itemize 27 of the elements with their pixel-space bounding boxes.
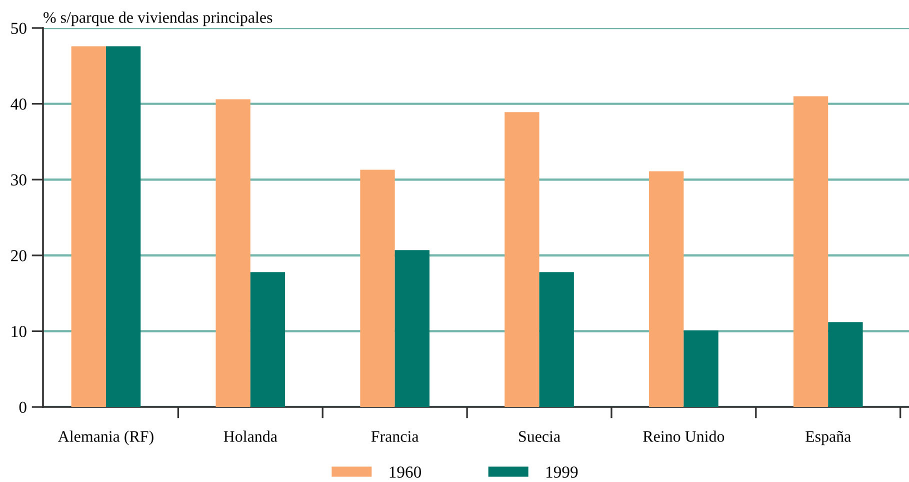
legend-label: 1999 xyxy=(546,466,578,478)
bar xyxy=(684,330,718,407)
y-tick-label: 10 xyxy=(12,326,26,338)
bar xyxy=(394,250,430,407)
x-tick-label: Reino Unido xyxy=(643,430,724,442)
bar xyxy=(793,96,828,407)
y-tick-label: 50 xyxy=(11,22,26,34)
x-tick-label: Francia xyxy=(371,431,419,442)
bar xyxy=(539,272,574,407)
legend-label: 1960 xyxy=(390,466,422,478)
bar xyxy=(106,46,141,407)
bar xyxy=(504,112,540,407)
bar xyxy=(71,46,106,407)
x-tick-label: Alemania (RF) xyxy=(58,430,154,446)
x-tick-label: Holanda xyxy=(224,430,278,442)
bar xyxy=(649,171,684,407)
y-tick-label: 20 xyxy=(11,250,26,262)
bar xyxy=(828,322,863,407)
y-tick-label: 30 xyxy=(11,174,26,186)
y-tick-label: 40 xyxy=(10,98,26,110)
y-tick-label: 0 xyxy=(19,402,26,413)
x-tick-label: Suecia xyxy=(519,431,560,442)
bar xyxy=(216,99,250,407)
bar xyxy=(360,170,395,407)
x-tick-label: España xyxy=(806,430,851,446)
bar xyxy=(250,272,286,407)
y-axis-title: % s/parque de viviendas principales xyxy=(44,12,272,26)
